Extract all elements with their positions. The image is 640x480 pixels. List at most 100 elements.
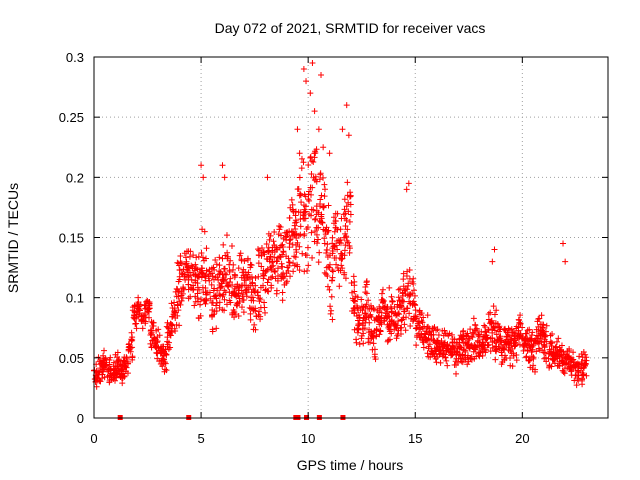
data-point xyxy=(370,306,377,313)
data-point xyxy=(460,327,467,334)
outlier-point xyxy=(315,126,322,133)
data-point xyxy=(258,263,265,270)
data-point xyxy=(559,367,566,374)
data-point xyxy=(202,284,209,291)
data-point xyxy=(379,296,386,303)
data-point xyxy=(209,270,216,277)
data-point xyxy=(399,298,406,305)
data-point xyxy=(363,290,370,297)
data-point xyxy=(228,292,235,299)
data-point xyxy=(533,326,540,333)
data-point xyxy=(374,315,381,322)
data-point xyxy=(101,347,108,354)
data-point xyxy=(216,291,223,298)
data-point xyxy=(273,258,280,265)
data-point xyxy=(344,179,351,186)
data-point xyxy=(469,329,476,336)
data-point xyxy=(347,189,354,196)
data-point xyxy=(326,252,333,259)
data-point xyxy=(263,268,270,275)
data-point xyxy=(264,247,271,254)
data-point xyxy=(114,370,121,377)
data-point xyxy=(404,286,411,293)
data-point xyxy=(221,296,228,303)
data-point xyxy=(438,337,445,344)
tick-labels: 0 0.05 0.1 0.15 0.2 0.25 0.3 0 5 10 15 20 xyxy=(59,50,530,446)
data-point xyxy=(489,344,496,351)
data-point xyxy=(133,325,140,332)
data-point xyxy=(401,321,408,328)
data-point xyxy=(510,350,517,357)
data-point xyxy=(532,366,539,373)
data-point xyxy=(241,258,248,265)
data-point xyxy=(549,339,556,346)
data-point xyxy=(424,350,431,357)
data-point xyxy=(384,308,391,315)
data-point xyxy=(332,224,339,231)
data-point xyxy=(169,313,176,320)
data-point xyxy=(217,292,224,299)
data-point xyxy=(252,282,259,289)
data-point xyxy=(430,325,437,332)
data-point xyxy=(187,248,194,255)
data-point xyxy=(475,332,482,339)
data-point xyxy=(413,342,420,349)
data-point xyxy=(510,329,517,336)
data-point xyxy=(172,328,179,335)
data-point xyxy=(547,338,554,345)
data-point xyxy=(234,300,241,307)
data-point xyxy=(468,356,475,363)
data-point xyxy=(227,275,234,282)
data-point xyxy=(443,357,450,364)
data-point xyxy=(395,286,402,293)
data-point xyxy=(362,284,369,291)
data-point xyxy=(274,277,281,284)
data-point xyxy=(258,245,265,252)
data-point xyxy=(193,254,200,261)
data-point xyxy=(406,310,413,317)
y-tick-label: 0.25 xyxy=(59,110,84,125)
data-point xyxy=(286,237,293,244)
data-point xyxy=(522,330,529,337)
data-point xyxy=(444,343,451,350)
data-point xyxy=(494,336,501,343)
data-point xyxy=(403,314,410,321)
data-point xyxy=(406,292,413,299)
data-point xyxy=(345,208,352,215)
data-point xyxy=(558,342,565,349)
data-point xyxy=(222,270,229,277)
data-point xyxy=(492,327,499,334)
data-point xyxy=(195,298,202,305)
data-point xyxy=(213,308,220,315)
data-point xyxy=(316,176,323,183)
data-point xyxy=(365,314,372,321)
data-point xyxy=(139,325,146,332)
data-point xyxy=(280,249,287,256)
data-point xyxy=(281,273,288,280)
data-point xyxy=(347,201,354,208)
data-point xyxy=(342,223,349,230)
data-point xyxy=(271,254,278,261)
data-point xyxy=(254,292,261,299)
data-point xyxy=(310,158,317,165)
data-point xyxy=(344,238,351,245)
data-point xyxy=(226,297,233,304)
data-point xyxy=(248,273,255,280)
data-point xyxy=(395,310,402,317)
data-point xyxy=(294,261,301,268)
data-point xyxy=(336,283,343,290)
data-point xyxy=(335,267,342,274)
data-point xyxy=(350,297,357,304)
data-point xyxy=(464,341,471,348)
data-point xyxy=(128,329,135,336)
data-point xyxy=(237,250,244,257)
outlier-point xyxy=(311,108,318,115)
data-point xyxy=(583,372,590,379)
data-point xyxy=(262,309,269,316)
data-point xyxy=(224,255,231,262)
data-point xyxy=(333,261,340,268)
data-point xyxy=(287,236,294,243)
data-point xyxy=(241,275,248,282)
data-point xyxy=(410,287,417,294)
data-point xyxy=(378,321,385,328)
